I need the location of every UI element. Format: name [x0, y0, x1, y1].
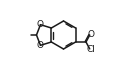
Text: O: O [88, 30, 94, 39]
Text: O: O [37, 20, 44, 29]
Text: Cl: Cl [87, 45, 96, 54]
Text: O: O [37, 41, 44, 50]
